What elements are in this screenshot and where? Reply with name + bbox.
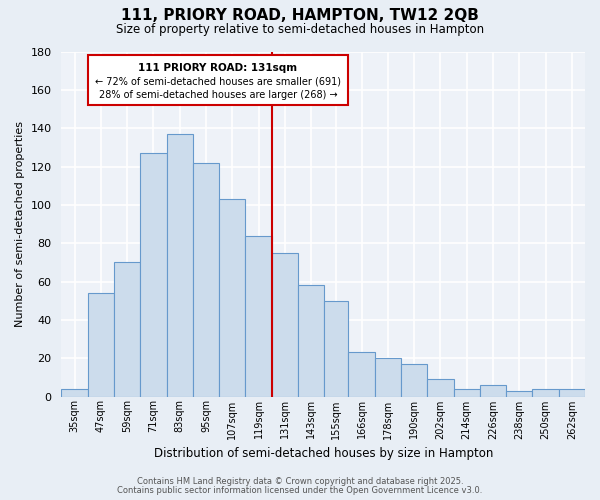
Bar xyxy=(401,364,427,396)
Bar xyxy=(559,389,585,396)
Bar xyxy=(454,389,480,396)
Text: 28% of semi-detached houses are larger (268) →: 28% of semi-detached houses are larger (… xyxy=(99,90,337,100)
FancyBboxPatch shape xyxy=(88,56,349,105)
Bar xyxy=(61,389,88,396)
X-axis label: Distribution of semi-detached houses by size in Hampton: Distribution of semi-detached houses by … xyxy=(154,447,493,460)
Bar xyxy=(427,380,454,396)
Text: Contains public sector information licensed under the Open Government Licence v3: Contains public sector information licen… xyxy=(118,486,482,495)
Bar xyxy=(532,389,559,396)
Bar xyxy=(324,300,349,396)
Bar xyxy=(167,134,193,396)
Bar xyxy=(298,286,324,397)
Bar xyxy=(374,358,401,397)
Bar xyxy=(506,391,532,396)
Bar xyxy=(114,262,140,396)
Bar xyxy=(480,385,506,396)
Bar xyxy=(193,162,219,396)
Text: Contains HM Land Registry data © Crown copyright and database right 2025.: Contains HM Land Registry data © Crown c… xyxy=(137,477,463,486)
Bar xyxy=(245,236,272,396)
Text: 111 PRIORY ROAD: 131sqm: 111 PRIORY ROAD: 131sqm xyxy=(139,63,298,73)
Bar xyxy=(272,253,298,396)
Text: ← 72% of semi-detached houses are smaller (691): ← 72% of semi-detached houses are smalle… xyxy=(95,76,341,86)
Text: 111, PRIORY ROAD, HAMPTON, TW12 2QB: 111, PRIORY ROAD, HAMPTON, TW12 2QB xyxy=(121,8,479,22)
Bar xyxy=(88,293,114,397)
Bar xyxy=(219,199,245,396)
Bar xyxy=(140,153,167,396)
Bar xyxy=(349,352,374,397)
Y-axis label: Number of semi-detached properties: Number of semi-detached properties xyxy=(15,121,25,327)
Text: Size of property relative to semi-detached houses in Hampton: Size of property relative to semi-detach… xyxy=(116,22,484,36)
